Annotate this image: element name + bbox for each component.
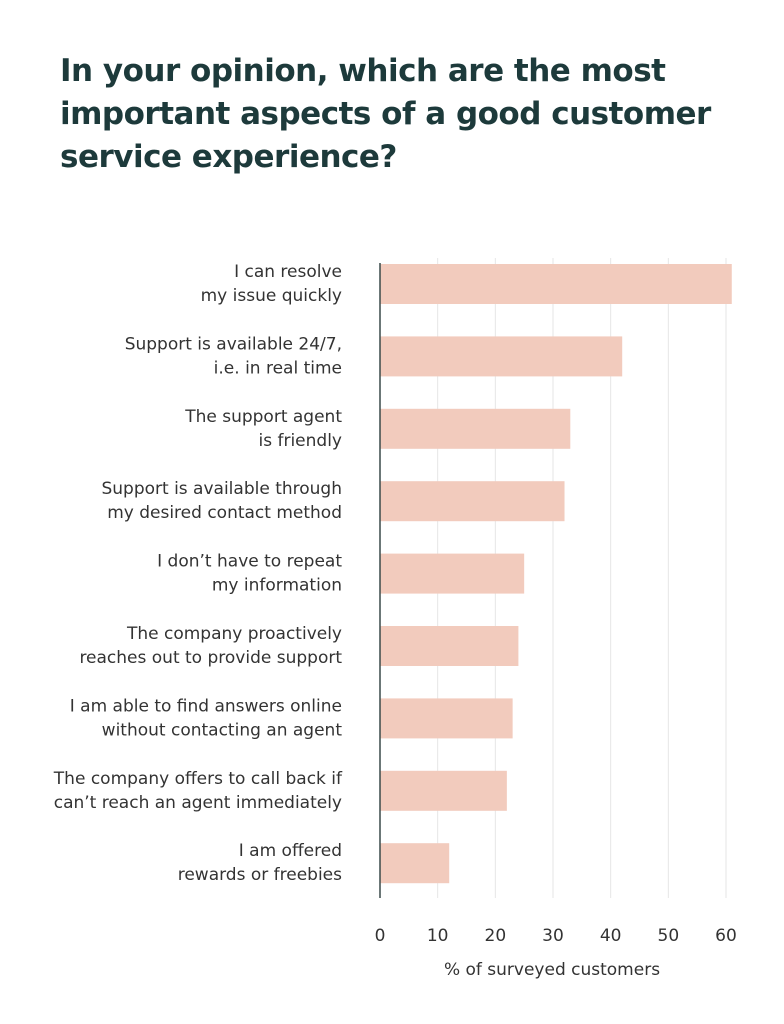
y-tick-label: my information [212, 576, 342, 596]
bar [380, 553, 525, 594]
chart-title: In your opinion, which are the most [60, 53, 666, 89]
y-tick-label: Support is available through [101, 479, 342, 499]
y-tick-label: is friendly [259, 431, 343, 451]
x-tick-label: 60 [715, 926, 737, 946]
title-segment: important aspects of a [60, 96, 456, 132]
y-tick-label: The support agent [184, 407, 342, 427]
title-segment: good [456, 96, 541, 132]
y-tick-label: Support is available 24/7, [125, 334, 342, 354]
bar [380, 843, 450, 884]
bar [380, 626, 519, 666]
bar [380, 264, 732, 304]
x-axis-label: % of surveyed customers [444, 960, 660, 980]
title-segment: customer [541, 96, 712, 132]
bar [380, 336, 623, 377]
bar [380, 698, 513, 739]
title-segment: service experience? [60, 139, 397, 175]
y-tick-label: The company proactively [126, 624, 342, 644]
y-tick-label: I am able to find answers online [70, 696, 342, 716]
y-tick-label: The company offers to call back if [53, 769, 343, 789]
x-tick-label: 0 [375, 926, 386, 946]
y-tick-label: I am offered [239, 841, 342, 861]
bar [380, 481, 565, 522]
x-tick-label: 40 [600, 926, 622, 946]
x-tick-label: 50 [658, 926, 680, 946]
x-tick-label: 20 [485, 926, 507, 946]
y-tick-label: I don’t have to repeat [157, 552, 342, 572]
y-tick-label: my issue quickly [201, 286, 342, 306]
y-tick-label: i.e. in real time [214, 358, 342, 378]
chart-title: service experience? [60, 139, 397, 175]
y-tick-label: I can resolve [234, 262, 342, 282]
y-tick-label: my desired contact method [107, 503, 342, 523]
y-tick-label: without contacting an agent [102, 720, 343, 740]
bar [380, 408, 571, 449]
chart-title: important aspects of a good customer [60, 96, 712, 132]
x-tick-label: 30 [542, 926, 564, 946]
title-segment: In your opinion, which are the most [60, 53, 666, 89]
y-tick-label: can’t reach an agent immediately [54, 793, 342, 813]
x-tick-label: 10 [427, 926, 449, 946]
bar [380, 770, 507, 811]
y-tick-label: rewards or freebies [178, 865, 342, 885]
y-tick-label: reaches out to provide support [79, 648, 342, 668]
